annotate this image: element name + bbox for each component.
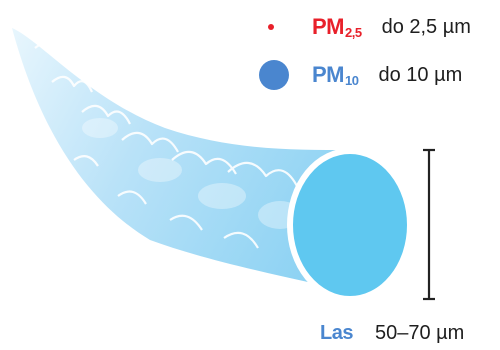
pm10-dot-icon [259,60,289,90]
hair-strand [12,28,413,302]
hair-label: Las [320,322,353,344]
pm25-size: do 2,5 µm [381,15,471,38]
pm10-size: do 10 µm [378,63,463,86]
legend-hair: Las 50–70 µm [320,322,464,345]
legend-pm10: PM10 do 10 µm [259,60,462,90]
legend-pm25: PM2,5 do 2,5 µm [268,14,471,40]
hair-size: 50–70 µm [374,322,465,344]
pm25-dot-icon [268,24,274,30]
pm25-label: PM2,5 [312,14,362,40]
diameter-bracket [423,148,435,301]
hair-cross-section [287,148,413,302]
pm10-label: PM10 [312,62,359,88]
